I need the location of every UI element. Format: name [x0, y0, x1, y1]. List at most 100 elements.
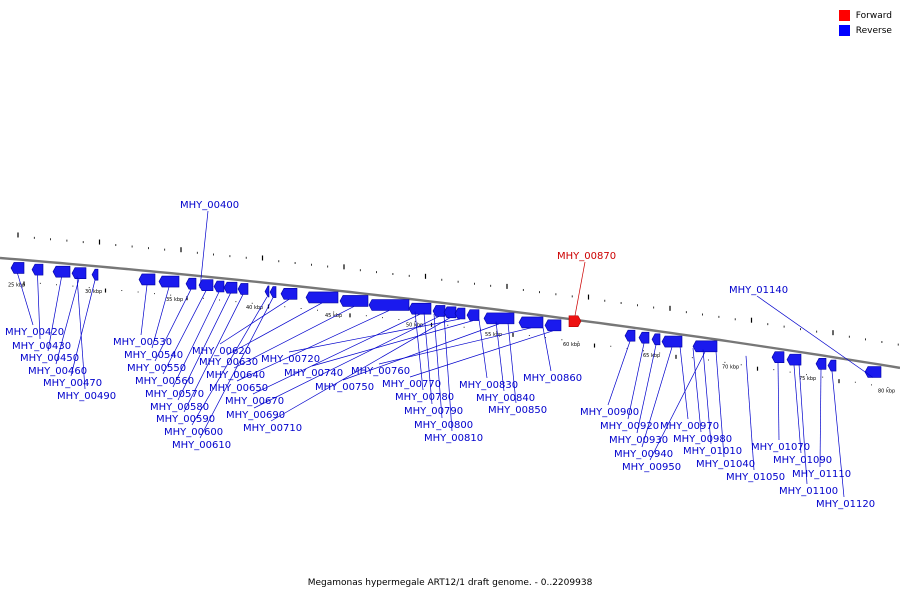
gene-arrow-mhy_00690 [432, 305, 446, 317]
scale-label: 30 kbp [85, 289, 102, 295]
gene-label-mhy_00620: MHY_00620 [192, 346, 251, 357]
gene-label-mhy_00980: MHY_00980 [673, 434, 732, 445]
gene-arrow-mhy_00900 [624, 329, 636, 342]
connector-mhy_00400 [199, 210, 209, 289]
gene-arrow-mhy_00930 [651, 333, 661, 346]
gene-arrow-mhy_00430 [31, 263, 44, 276]
connector-mhy_00900 [607, 341, 631, 406]
gene-arrow-mhy_00630 [305, 291, 339, 304]
connector-mhy_01040 [715, 351, 725, 458]
gene-label-mhy_01100: MHY_01100 [779, 486, 838, 497]
gene-label-mhy_00650: MHY_00650 [209, 383, 268, 394]
scale-label: 65 kbp [643, 353, 660, 359]
connector-mhy_00780 [414, 311, 424, 391]
gene-label-mhy_00830: MHY_00830 [459, 380, 518, 391]
connector-mhy_01050 [745, 355, 755, 471]
gene-arrow-mhy_00620 [280, 287, 298, 300]
gene-arrow-mhy_00460 [71, 267, 87, 280]
scale-label: 35 kbp [166, 297, 183, 303]
connector-mhy_00830 [478, 319, 488, 379]
gene-label-mhy_00540: MHY_00540 [124, 350, 183, 361]
connector-mhy_01100 [798, 363, 808, 485]
gene-label-mhy_00750: MHY_00750 [315, 382, 374, 393]
gene-label-mhy_01120: MHY_01120 [816, 499, 875, 510]
connector-mhy_00460 [55, 278, 80, 365]
gene-label-mhy_01140: MHY_01140 [729, 285, 788, 296]
scale-label: 50 kbp [406, 322, 423, 328]
gene-label-mhy_00790: MHY_00790 [404, 406, 463, 417]
connector-mhy_00430 [37, 275, 41, 340]
gene-arrow-mhy_00940 [661, 335, 683, 348]
connector-mhy_00600 [191, 296, 268, 426]
gene-label-mhy_00430: MHY_00430 [12, 341, 71, 352]
gene-arrow-mhy_00950 [692, 340, 718, 353]
map-caption: Megamonas hypermegale ART12/1 draft geno… [307, 578, 593, 588]
gene-arrow-mhy_00760 [518, 316, 544, 329]
gene-label-mhy_00860: MHY_00860 [523, 373, 582, 384]
gene-label-mhy_00450: MHY_00450 [20, 353, 79, 364]
connector-mhy_00760 [378, 327, 532, 365]
gene-label-mhy_00810: MHY_00810 [424, 433, 483, 444]
gene-label-mhy_00800: MHY_00800 [414, 420, 473, 431]
connector-mhy_00610 [199, 297, 274, 439]
gene-label-mhy_00950: MHY_00950 [622, 462, 681, 473]
gene-arrow-mhy_01110 [815, 357, 827, 370]
gene-label-mhy_00840: MHY_00840 [476, 393, 535, 404]
gene-label-mhy_00590: MHY_00590 [156, 414, 215, 425]
gene-label-mhy_00850: MHY_00850 [488, 405, 547, 416]
gene-arrow-mhy_00580 [223, 281, 238, 294]
gene-label-mhy_00400: MHY_00400 [180, 200, 239, 211]
gene-label-mhy_00760: MHY_00760 [351, 366, 410, 377]
gene-arrow-mhy_00640 [339, 295, 369, 307]
connector-mhy_01070 [777, 362, 780, 441]
gene-label-mhy_01090: MHY_01090 [773, 455, 832, 466]
scale-label: 25 kbp [8, 283, 25, 289]
connector-mhy_00800 [433, 313, 443, 419]
backbone-line [0, 256, 900, 370]
connector-mhy_00670 [252, 313, 421, 395]
gene-arrow-mhy_01120 [827, 359, 837, 372]
gene-arrow-mhy_00550 [185, 277, 197, 290]
connector-mhy_00810 [443, 315, 453, 432]
gene-arrow-mhy_00770 [544, 319, 562, 332]
connector-mhy_00950 [649, 351, 706, 461]
legend: Forward Reverse [838, 8, 892, 38]
scale-label: 55 kbp [485, 332, 502, 338]
gene-label-mhy_00720: MHY_00720 [261, 354, 320, 365]
gene-label-mhy_00930: MHY_00930 [609, 435, 668, 446]
gene-arrow-mhy_00610 [269, 286, 277, 298]
connector-mhy_00980 [692, 348, 702, 433]
legend-item-forward: Forward [838, 8, 892, 23]
legend-label-forward: Forward [855, 10, 892, 21]
gene-label-mhy_00580: MHY_00580 [150, 402, 209, 413]
connector-mhy_00790 [423, 312, 433, 405]
gene-arrow-mhy_00920 [638, 331, 650, 344]
gene-arrow-mhy_00740 [466, 309, 480, 321]
gene-label-mhy_00870: MHY_00870 [557, 251, 616, 262]
gene-label-mhy_00570: MHY_00570 [145, 389, 204, 400]
connector-mhy_01120 [831, 370, 845, 498]
scale-label: 40 kbp [246, 305, 263, 311]
connector-mhy_00570 [172, 291, 220, 388]
scale-label: 45 kbp [325, 313, 342, 319]
gene-label-mhy_00900: MHY_00900 [580, 407, 639, 418]
gene-arrow-mhy_01070 [771, 351, 785, 363]
connector-mhy_00490 [76, 276, 86, 390]
connector-mhy_00580 [177, 293, 231, 401]
connector-mhy_00970 [679, 346, 689, 420]
gene-label-mhy_01010: MHY_01010 [683, 446, 742, 457]
gene-label-mhy_00770: MHY_00770 [382, 379, 441, 390]
gene-arrow-mhy_00670 [408, 302, 432, 315]
connector-mhy_00540 [151, 286, 170, 349]
gene-label-mhy_00940: MHY_00940 [614, 449, 673, 460]
gene-arrow-mhy_01140 [864, 366, 882, 378]
scale-label: 75 kbp [799, 376, 816, 382]
gene-label-mhy_00920: MHY_00920 [600, 421, 659, 432]
gene-label-mhy_00690: MHY_00690 [226, 410, 285, 421]
gene-arrow-mhy_00540 [158, 275, 180, 288]
connector-mhy_00590 [183, 294, 244, 413]
gene-label-mhy_00420: MHY_00420 [5, 327, 64, 338]
connector-mhy_00920 [627, 343, 645, 420]
gene-arrow-mhy_00420 [10, 262, 25, 274]
